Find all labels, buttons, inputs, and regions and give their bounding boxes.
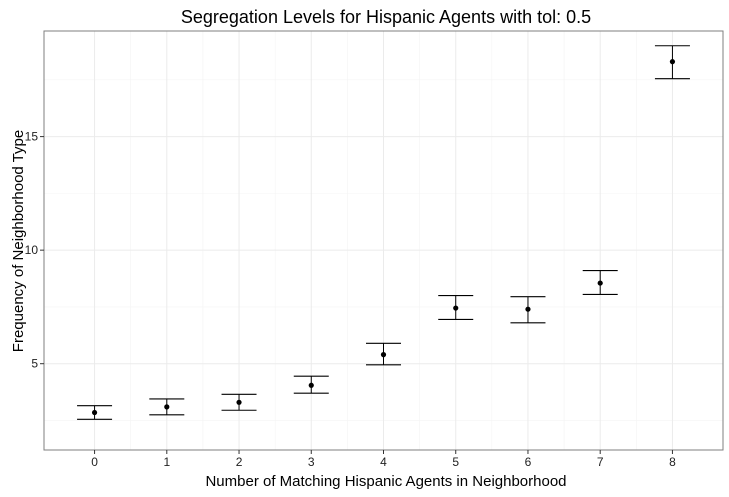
x-axis: 0 1 2 3 4 5 6 7 8 [91, 450, 676, 469]
data-point [91, 409, 98, 416]
data-points [91, 59, 676, 416]
x-tick-label: 6 [525, 455, 532, 469]
x-tick-label: 7 [597, 455, 604, 469]
y-axis-title: Frequency of Neighborhood Type [10, 130, 27, 352]
data-point [453, 305, 459, 311]
y-tick-label: 15 [25, 130, 39, 144]
x-axis-title: Number of Matching Hispanic Agents in Ne… [205, 473, 566, 490]
plot-panel [43, 30, 724, 451]
x-tick-label: 1 [163, 455, 170, 469]
x-tick-label: 4 [380, 455, 387, 469]
data-point [525, 306, 531, 312]
data-point [597, 280, 603, 286]
y-tick-label: 10 [25, 243, 39, 257]
data-point [236, 399, 242, 405]
data-point [380, 352, 387, 358]
x-tick-label: 5 [452, 455, 459, 469]
x-tick-label: 0 [91, 455, 98, 469]
chart-title: Segregation Levels for Hispanic Agents w… [181, 7, 591, 27]
data-point [669, 59, 676, 65]
data-point [308, 382, 314, 388]
data-point [164, 404, 170, 410]
y-axis: 5 10 15 [25, 130, 44, 371]
x-tick-label: 2 [236, 455, 243, 469]
y-tick-label: 5 [31, 357, 38, 371]
x-tick-label: 8 [669, 455, 676, 469]
x-tick-label: 3 [308, 455, 315, 469]
